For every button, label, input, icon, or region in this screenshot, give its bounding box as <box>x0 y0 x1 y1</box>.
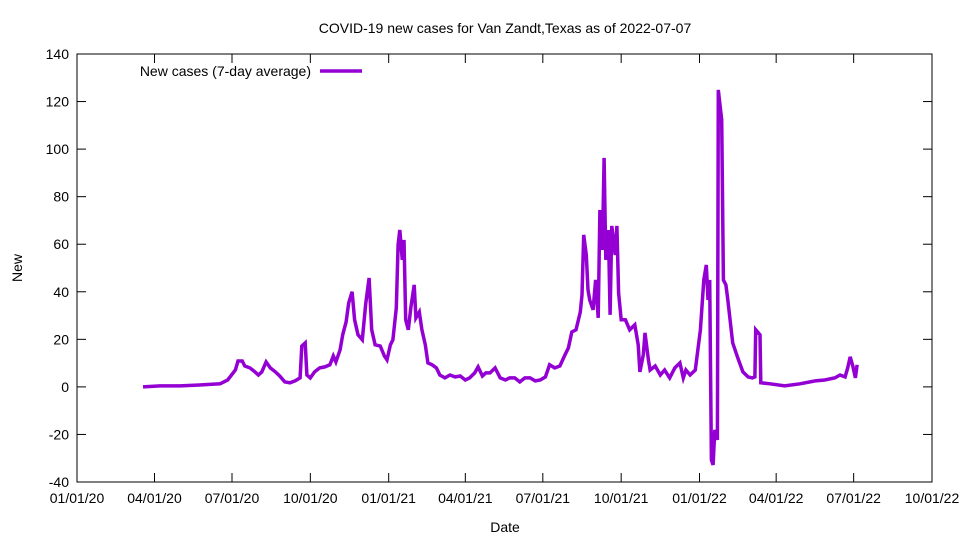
y-tick-label: -20 <box>49 426 69 442</box>
y-tick-label: 0 <box>61 379 69 395</box>
legend: New cases (7-day average) <box>140 63 362 79</box>
x-tick-label: 01/01/22 <box>672 490 727 506</box>
y-tick-label: -40 <box>49 474 69 490</box>
y-axis: -40 -20 0 20 40 60 80 100 120 140 <box>46 46 932 490</box>
legend-label: New cases (7-day average) <box>140 63 311 79</box>
chart-title: COVID-19 new cases for Van Zandt,Texas a… <box>319 20 692 36</box>
x-tick-label: 01/01/20 <box>50 490 105 506</box>
x-axis: 01/01/20 04/01/20 07/01/20 10/01/20 01/01/21… <box>50 54 960 506</box>
x-tick-label: 07/01/22 <box>826 490 881 506</box>
x-tick-label: 07/01/21 <box>516 490 571 506</box>
y-tick-label: 120 <box>46 94 70 110</box>
x-axis-label: Date <box>490 519 520 535</box>
x-tick-label: 04/01/20 <box>127 490 182 506</box>
x-tick-label: 07/01/20 <box>205 490 260 506</box>
x-tick-label: 04/01/22 <box>749 490 804 506</box>
x-tick-label: 10/01/22 <box>905 490 960 506</box>
y-tick-label: 60 <box>53 236 69 252</box>
y-tick-label: 100 <box>46 141 70 157</box>
plot-border <box>76 53 933 483</box>
x-tick-label: 04/01/21 <box>438 490 493 506</box>
y-axis-label: New <box>9 253 25 282</box>
y-tick-label: 80 <box>53 189 69 205</box>
series-line-new-cases <box>142 89 859 466</box>
y-tick-label: 140 <box>46 46 70 62</box>
x-tick-label: 01/01/21 <box>361 490 416 506</box>
y-tick-label: 40 <box>53 284 69 300</box>
x-tick-label: 10/01/20 <box>283 490 338 506</box>
y-tick-label: 20 <box>53 331 69 347</box>
x-tick-label: 10/01/21 <box>594 490 649 506</box>
